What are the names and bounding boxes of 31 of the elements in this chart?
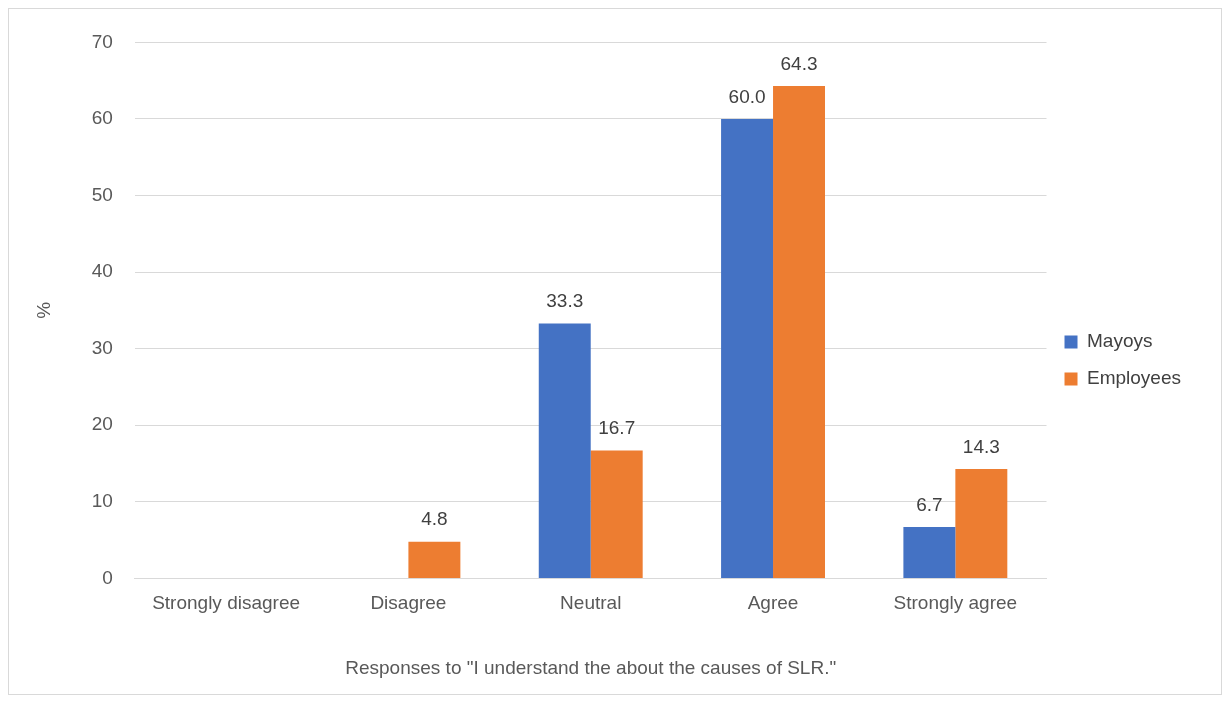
x-axis-title: Responses to "I understand the about the causes of SLR.": [345, 656, 837, 678]
x-tick-label: Strongly agree: [893, 592, 1018, 614]
y-tick-label: 0: [102, 566, 113, 588]
data-label: 33.3: [546, 290, 584, 312]
bar: [721, 118, 774, 578]
bar: [538, 323, 591, 578]
x-tick-label: Disagree: [370, 592, 447, 614]
x-tick-label: Strongly disagree: [152, 592, 301, 614]
bar: [408, 541, 461, 578]
y-tick-label: 20: [91, 413, 113, 435]
y-tick-label: 70: [91, 30, 113, 52]
data-label: 16.7: [598, 417, 636, 439]
bar: [590, 450, 643, 578]
x-tick-label: Neutral: [560, 592, 622, 614]
legend-label: Mayoys: [1087, 330, 1153, 352]
legend-label: Employees: [1087, 367, 1182, 389]
data-label: 6.7: [916, 493, 943, 515]
bar: [903, 527, 956, 578]
bar: [955, 468, 1008, 578]
data-label: 64.3: [780, 52, 818, 74]
y-tick-label: 50: [91, 183, 113, 205]
data-label: 4.8: [421, 508, 448, 530]
data-label: 14.3: [962, 435, 1000, 457]
data-label: 60.0: [728, 85, 766, 107]
y-tick-label: 60: [91, 107, 113, 129]
x-tick-label: Agree: [747, 592, 799, 614]
y-tick-label: 40: [91, 260, 113, 282]
y-tick-label: 30: [91, 336, 113, 358]
bar: [773, 86, 825, 578]
y-tick-label: 10: [91, 490, 113, 512]
y-axis-title: %: [32, 301, 54, 319]
